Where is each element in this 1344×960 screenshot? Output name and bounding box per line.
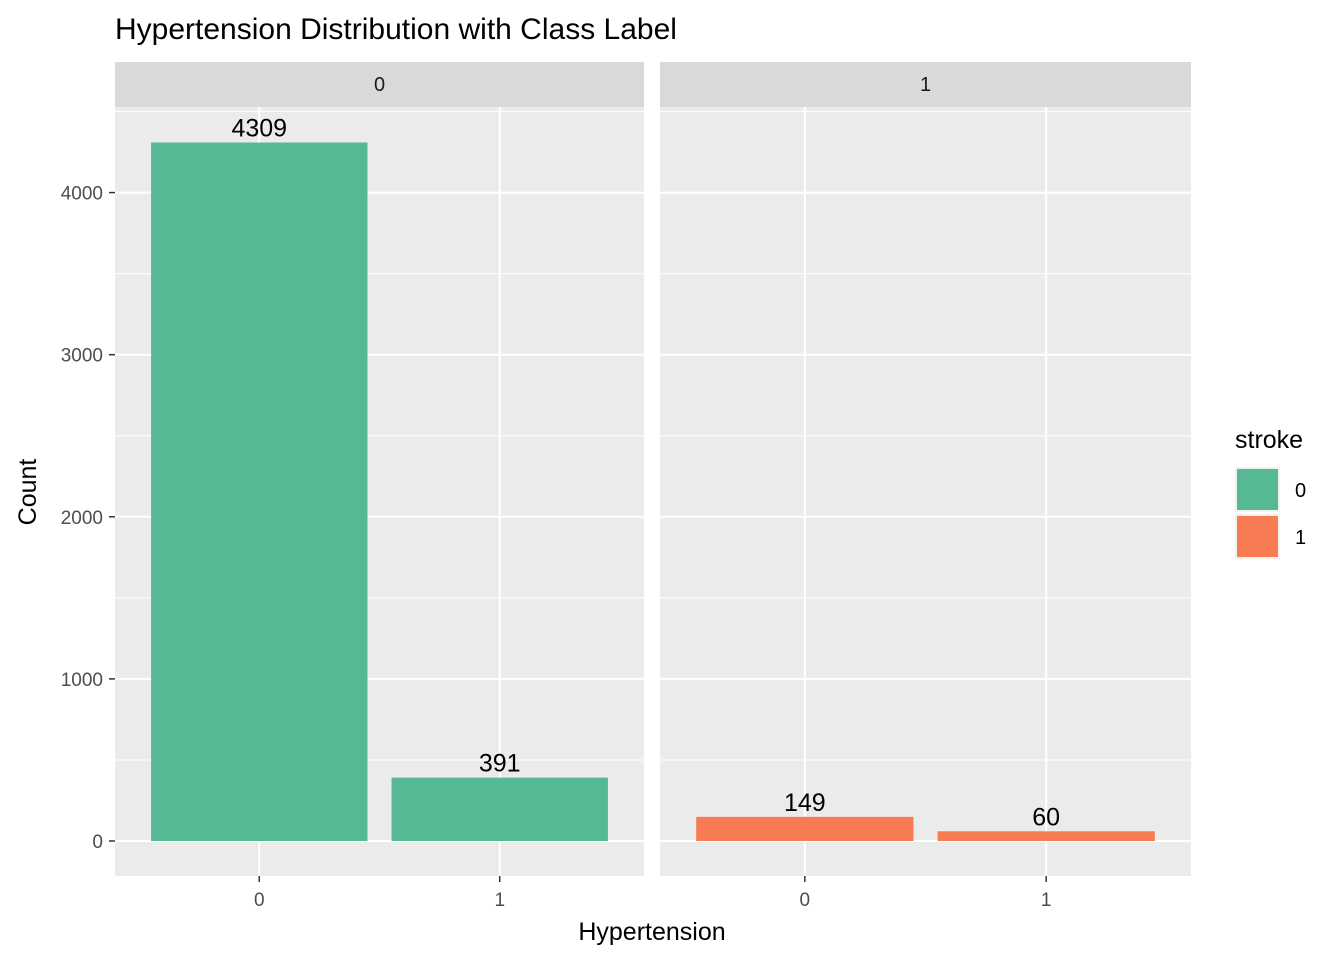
y-axis: 0 1000 2000 3000 4000: [61, 184, 115, 853]
facet-panel-1: 1 149 60 0 1: [660, 62, 1191, 911]
x-tick-label: 0: [800, 890, 811, 911]
facet-strip: [660, 62, 1191, 107]
legend: stroke 0 1: [1235, 426, 1306, 559]
y-axis-title: Count: [14, 459, 42, 526]
legend-key-0: [1237, 469, 1278, 510]
facet-strip-label: 1: [920, 74, 931, 96]
x-tick-label: 1: [494, 890, 505, 911]
bar-1-0: [696, 816, 914, 841]
x-tick-label: 0: [254, 890, 265, 911]
facet-strip-label: 0: [374, 74, 385, 96]
panel-background: [660, 107, 1191, 876]
y-tick-label: 1000: [61, 670, 103, 691]
facet-strip: [115, 62, 644, 107]
bar-value-label: 149: [784, 789, 826, 817]
facet-panel-0: 0 4309 391 0 1: [115, 62, 644, 911]
legend-key-1: [1237, 516, 1278, 557]
legend-label: 1: [1295, 527, 1306, 549]
bar-0-1: [391, 777, 608, 841]
y-tick-label: 4000: [61, 184, 103, 205]
bar-value-label: 60: [1032, 803, 1060, 831]
chart-title: Hypertension Distribution with Class Lab…: [115, 13, 677, 46]
x-tick-label: 1: [1041, 890, 1052, 911]
bar-1-1: [937, 831, 1155, 841]
legend-label: 0: [1295, 480, 1306, 502]
y-tick-label: 0: [92, 832, 103, 853]
y-tick-label: 2000: [61, 508, 103, 529]
bar-value-label: 4309: [231, 115, 287, 143]
legend-title: stroke: [1235, 426, 1303, 454]
bar-value-label: 391: [479, 750, 521, 778]
x-axis-title: Hypertension: [578, 918, 725, 946]
y-tick-label: 3000: [61, 346, 103, 367]
bar-0-0: [151, 142, 368, 841]
